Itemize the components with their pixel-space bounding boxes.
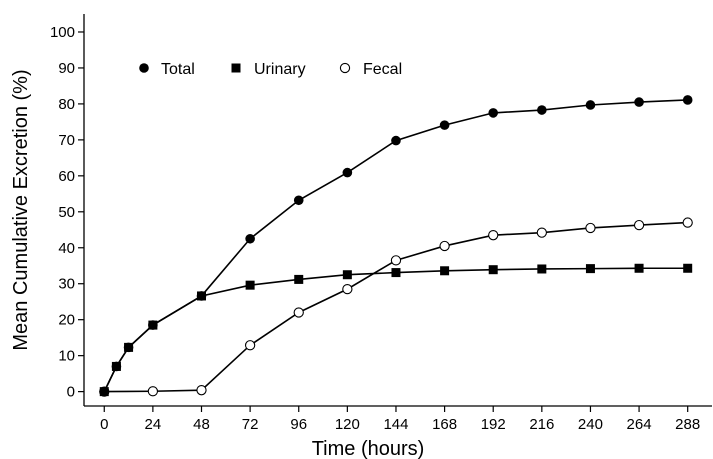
legend-marker-total — [139, 63, 149, 73]
y-tick-label: 70 — [58, 132, 75, 149]
y-tick-label: 30 — [58, 276, 75, 293]
point-fecal — [585, 222, 596, 234]
point-fecal — [439, 240, 450, 252]
x-tick-label: 0 — [100, 416, 108, 433]
legend: Total Urinary Fecal — [139, 61, 402, 78]
y-tick-label: 10 — [58, 348, 75, 365]
y-tick-label: 0 — [67, 384, 75, 401]
legend-label-fecal: Fecal — [363, 61, 402, 78]
series-line-fecal — [104, 221, 688, 393]
x-tick-label: 288 — [675, 416, 700, 433]
y-tick-label: 50 — [58, 204, 75, 221]
x-tick-label: 48 — [193, 416, 210, 433]
point-total — [293, 195, 304, 206]
legend-marker-urinary — [231, 63, 241, 73]
x-tick-label: 216 — [529, 416, 554, 433]
x-tick-label: 144 — [383, 416, 408, 433]
point-total — [439, 120, 450, 130]
x-tick-label: 24 — [145, 416, 162, 433]
point-urinary — [683, 263, 693, 273]
y-tick-label: 100 — [50, 24, 75, 41]
point-urinary — [391, 268, 401, 278]
point-total — [99, 386, 110, 397]
point-total — [634, 97, 644, 107]
x-tick-label: 72 — [242, 416, 259, 433]
x-tick-label: 264 — [627, 416, 652, 433]
legend-label-urinary: Urinary — [254, 61, 306, 78]
point-fecal — [196, 385, 207, 396]
point-fecal — [244, 340, 256, 351]
point-urinary — [634, 263, 644, 273]
point-urinary — [585, 264, 595, 274]
point-fecal — [147, 386, 159, 397]
point-total — [196, 291, 207, 301]
y-axis-title: Mean Cumulative Excretion (%) — [10, 69, 32, 350]
x-tick-label: 168 — [432, 416, 457, 433]
point-total — [342, 167, 353, 178]
y-tick-label: 20 — [58, 312, 75, 329]
point-total — [391, 135, 401, 146]
point-total — [123, 342, 134, 353]
point-fecal — [536, 227, 547, 238]
point-total — [585, 100, 596, 110]
point-total — [148, 320, 158, 330]
point-total — [111, 361, 122, 372]
point-urinary — [245, 280, 255, 290]
y-tick-label: 60 — [58, 168, 75, 185]
x-tick-label: 192 — [481, 416, 506, 433]
y-tick-label: 40 — [58, 240, 75, 257]
point-fecal — [293, 307, 304, 318]
series-line-urinary — [103, 267, 688, 392]
point-urinary — [440, 266, 450, 276]
point-urinary — [342, 270, 352, 280]
axes: 0 10 20 30 40 50 60 70 80 90 100 0 24 48 72 96 120 144 168… — [50, 14, 712, 433]
y-tick-label: 90 — [58, 60, 75, 77]
point-total — [245, 233, 255, 244]
point-fecal — [488, 230, 499, 241]
point-fecal — [342, 283, 353, 295]
series-markers — [99, 95, 693, 397]
x-tick-label: 240 — [578, 416, 603, 433]
point-fecal — [633, 219, 645, 231]
point-total — [682, 95, 693, 105]
point-total — [488, 108, 499, 118]
point-urinary — [294, 274, 304, 284]
x-tick-label: 96 — [290, 416, 307, 433]
point-urinary — [537, 264, 547, 274]
point-total — [537, 105, 547, 115]
point-urinary — [488, 265, 498, 275]
legend-label-total: Total — [161, 61, 195, 78]
x-axis-title: Time (hours) — [312, 438, 425, 459]
point-fecal — [390, 255, 402, 266]
legend-marker-fecal — [339, 62, 351, 74]
point-fecal — [682, 217, 693, 228]
y-tick-label: 80 — [58, 96, 75, 113]
x-tick-label: 120 — [335, 416, 360, 433]
